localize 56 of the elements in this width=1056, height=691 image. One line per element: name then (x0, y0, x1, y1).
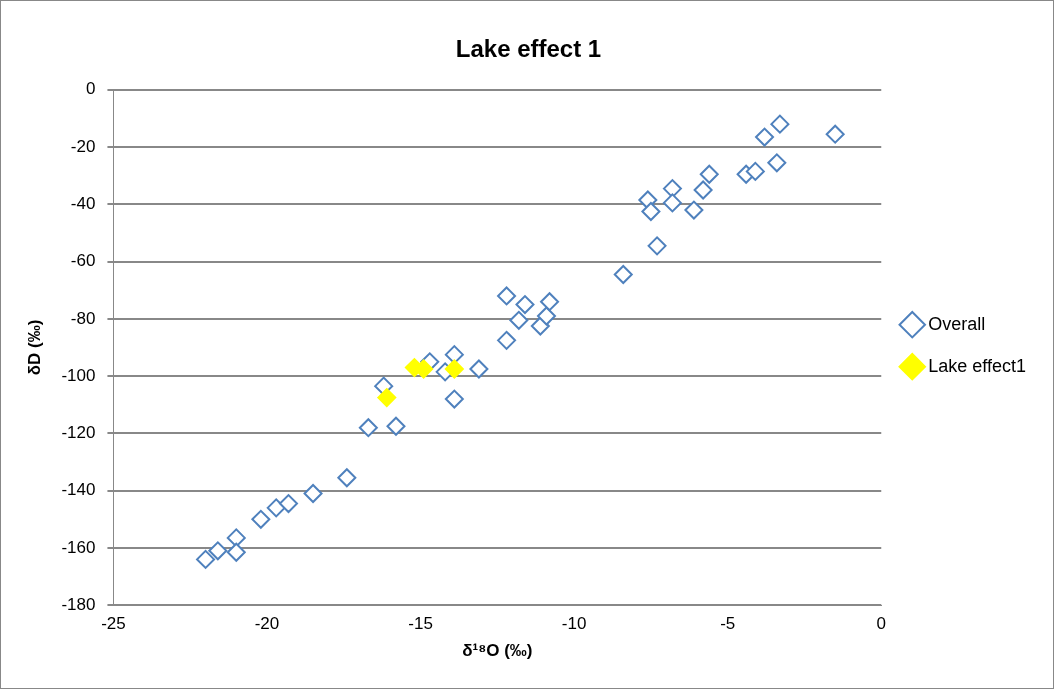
y-tick-label: -20 (70, 136, 96, 156)
point (745, 161, 765, 181)
point (699, 164, 719, 184)
point (444, 359, 464, 379)
x-axis-title: δ¹⁸O (‰) (462, 641, 533, 661)
point (226, 528, 246, 548)
point (515, 295, 535, 315)
y-tick-label: -120 (61, 423, 96, 443)
point (497, 330, 517, 350)
point (386, 416, 406, 436)
point (613, 264, 633, 284)
point (540, 292, 560, 312)
legend-label: Lake effect1 (928, 355, 1027, 376)
x-tick-label: 0 (876, 614, 886, 634)
point (825, 124, 845, 144)
y-tick-label: -180 (61, 594, 96, 614)
point (251, 509, 271, 529)
legend-label: Overall (928, 313, 986, 334)
point (303, 484, 323, 504)
point (662, 179, 682, 199)
y-tick-label: 0 (85, 79, 96, 99)
point (641, 201, 661, 221)
point (337, 468, 357, 488)
point (662, 193, 682, 213)
point (767, 153, 787, 173)
point (377, 388, 397, 408)
point (770, 114, 790, 134)
y-tick-label: -60 (70, 251, 96, 271)
point (444, 389, 464, 409)
y-tick-label: -160 (61, 537, 96, 557)
x-tick-label: -25 (101, 614, 126, 634)
point (693, 180, 713, 200)
point (266, 498, 286, 518)
y-tick-label: -80 (70, 308, 96, 328)
x-tick-label: -10 (561, 614, 587, 634)
point (647, 236, 667, 256)
point (196, 549, 216, 569)
point (469, 359, 489, 379)
y-tick-label: -100 (61, 365, 96, 385)
point (358, 418, 378, 438)
x-tick-label: -15 (408, 614, 433, 634)
point (755, 127, 775, 147)
point (444, 345, 464, 365)
point (226, 542, 246, 562)
y-axis-title: δD (‰) (24, 319, 44, 376)
point (684, 200, 704, 220)
point (509, 310, 529, 330)
chart-title: Lake effect 1 (455, 35, 602, 63)
y-tick-label: -140 (61, 480, 96, 500)
point (497, 286, 517, 306)
x-tick-label: -20 (254, 614, 280, 634)
point (208, 541, 228, 561)
point (536, 306, 556, 326)
point (278, 494, 298, 514)
y-tick-label: -40 (70, 194, 96, 214)
x-tick-label: -5 (720, 614, 736, 634)
